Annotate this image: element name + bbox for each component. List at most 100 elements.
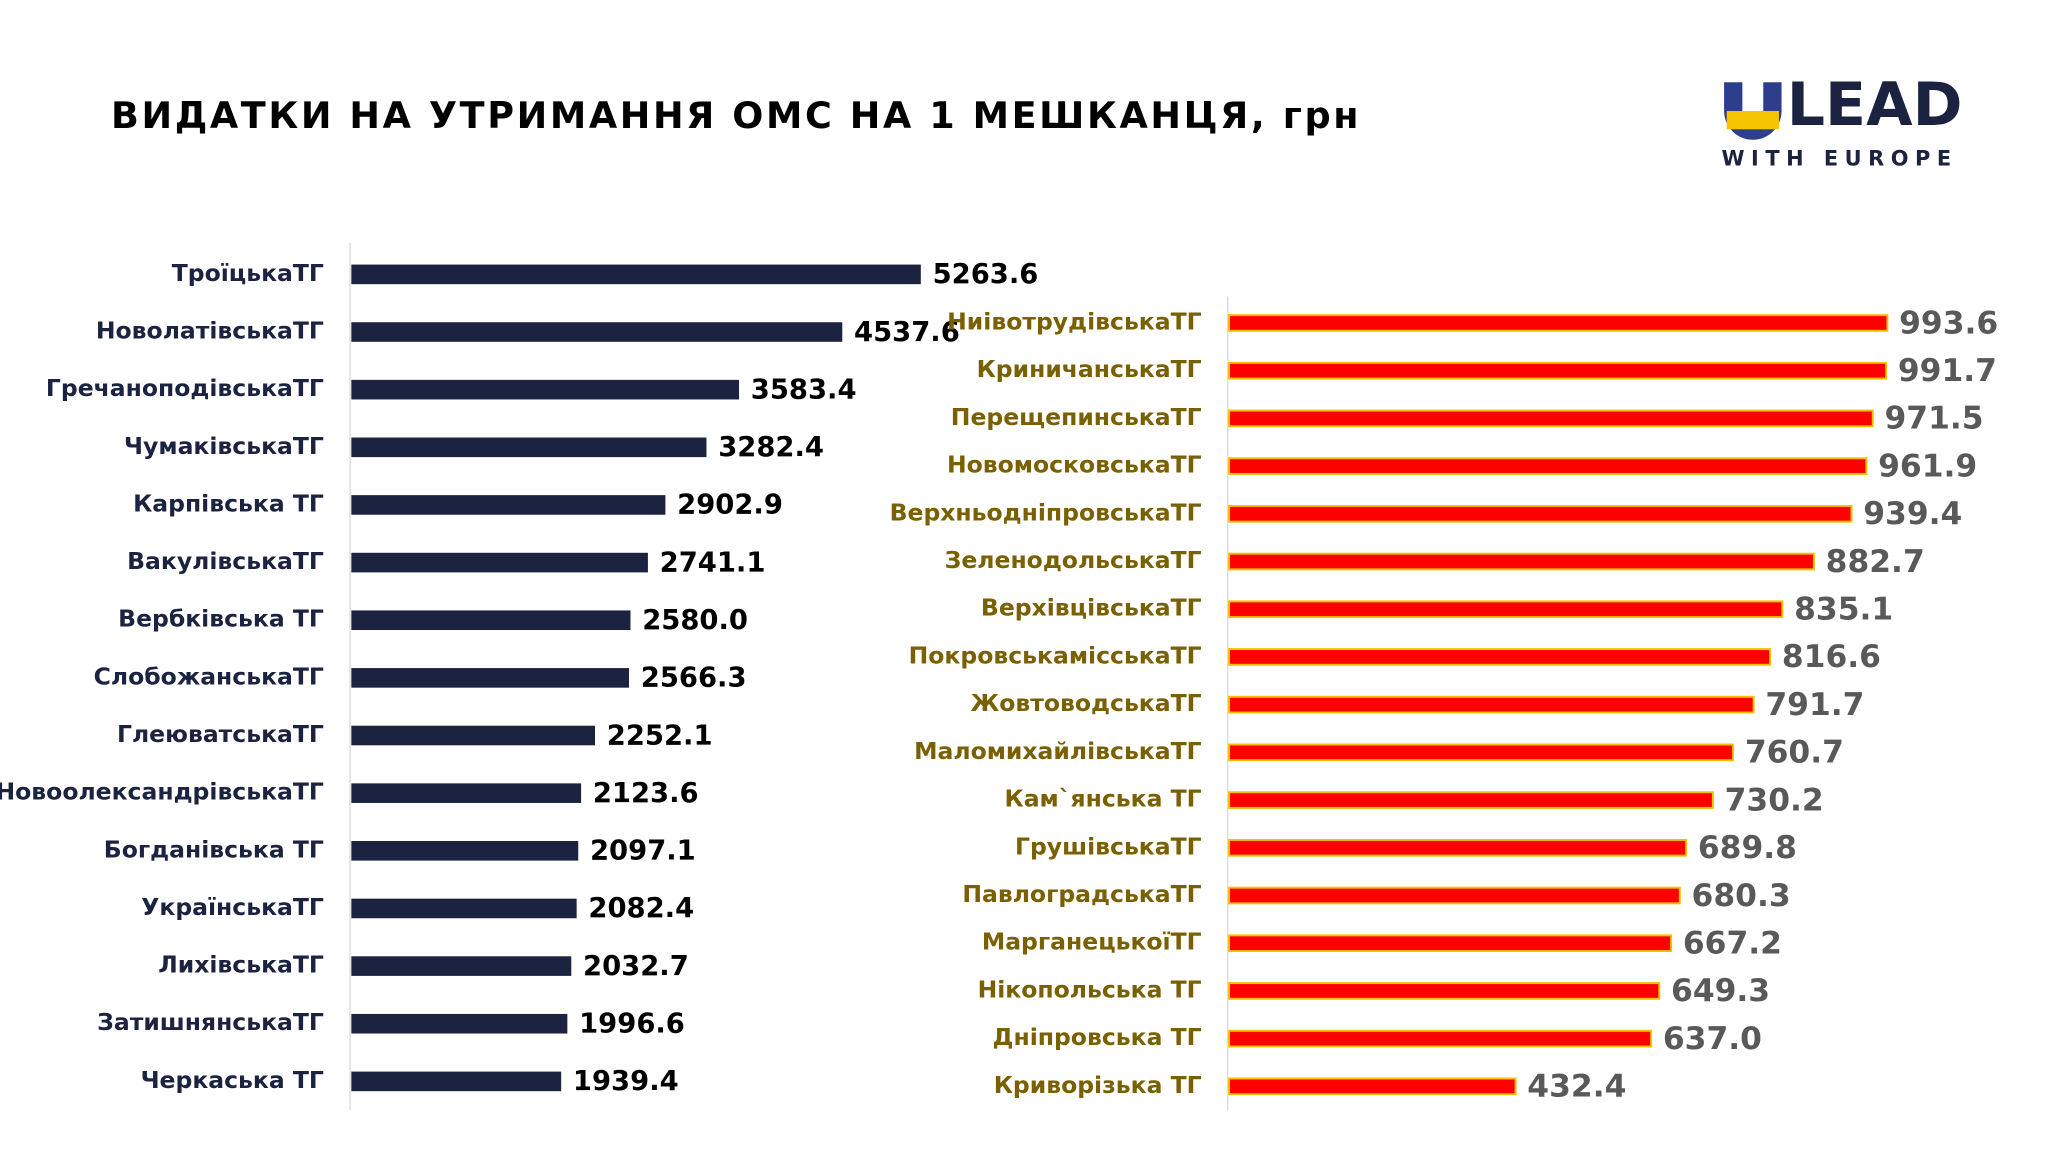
category-label: ЧумаківськаТГ [124, 432, 324, 460]
category-label: ПерещепинськаТГ [951, 403, 1202, 431]
category-label: Карпівська ТГ [133, 489, 324, 517]
bar [1228, 600, 1784, 619]
category-label: НовоолександрівськаТГ [0, 778, 324, 806]
value-label: 1996.6 [579, 1009, 685, 1040]
category-label: УкраїнськаТГ [141, 893, 324, 921]
value-label: 3583.4 [751, 374, 857, 405]
value-label: 2580.0 [642, 605, 748, 636]
category-label: Кам`янська ТГ [1004, 785, 1201, 813]
value-label: 4537.6 [854, 317, 960, 348]
category-label: ЗатишнянськаТГ [97, 1008, 324, 1036]
value-label: 971.5 [1884, 401, 1983, 437]
value-label: 991.7 [1898, 353, 1997, 389]
bar [1228, 457, 1868, 475]
bar [1228, 314, 1889, 332]
category-label: ЛихівськаТГ [158, 951, 324, 979]
bar [1228, 838, 1688, 857]
bar [1228, 361, 1888, 380]
value-label: 2097.1 [590, 836, 696, 867]
bar [1228, 504, 1853, 523]
value-label: 961.9 [1878, 448, 1977, 484]
category-label: ПавлоградськаТГ [962, 880, 1201, 908]
value-label: 993.6 [1899, 305, 1998, 341]
value-label: 649.3 [1671, 973, 1770, 1009]
title: ВИДАТКИ НА УТРИМАННЯ ОМС НА 1 МЕШКАНЦЯ, … [111, 94, 1361, 137]
bar [1228, 552, 1815, 571]
category-label: Криворізька ТГ [994, 1071, 1202, 1099]
category-label: НиівотрудівськаТГ [947, 307, 1201, 335]
bar [1228, 743, 1735, 762]
category-label: Дніпровська ТГ [993, 1023, 1202, 1051]
bar [351, 668, 629, 688]
category-label: МарганецькоїТГ [982, 928, 1202, 956]
logo-subtitle: WITH EUROPE [1721, 146, 1957, 170]
category-label: МаломихайлівськаТГ [914, 737, 1202, 765]
value-label: 882.7 [1826, 544, 1925, 580]
bar [1228, 1029, 1653, 1048]
bar [1228, 886, 1681, 905]
category-label: ПокровськамісськаТГ [909, 641, 1202, 669]
value-label: 667.2 [1683, 926, 1782, 962]
bar [351, 264, 921, 285]
category-label: Черкаська ТГ [141, 1066, 324, 1094]
bar [351, 841, 579, 861]
category-label: ТроїцькаТГ [172, 259, 324, 287]
bar [351, 783, 582, 803]
logo: LEAD WITH EUROPE [1721, 70, 1962, 170]
logo-text: LEAD [1787, 70, 1963, 140]
bar [351, 322, 843, 342]
value-label: 2252.1 [607, 720, 713, 751]
value-label: 760.7 [1745, 735, 1844, 771]
value-label: 835.1 [1794, 592, 1893, 628]
value-label: 791.7 [1765, 687, 1864, 723]
value-label: 2123.6 [593, 778, 699, 809]
bar [351, 437, 707, 458]
bar [351, 552, 648, 573]
category-label: ВерхньодніпровськаТГ [890, 498, 1202, 526]
bar [351, 725, 596, 746]
category-label: Вербківська ТГ [118, 605, 324, 633]
value-label: 1939.4 [573, 1066, 679, 1097]
bar [351, 610, 631, 631]
value-label: 5263.6 [933, 259, 1039, 290]
bar [1228, 791, 1714, 809]
bar [351, 1071, 562, 1092]
value-label: 730.2 [1725, 782, 1824, 818]
value-label: 680.3 [1692, 878, 1791, 914]
bar [1228, 982, 1661, 1000]
category-label: ВакулівськаТГ [127, 547, 324, 575]
category-label: СлобожанськаТГ [94, 662, 324, 690]
bar [351, 956, 572, 976]
bar [1228, 409, 1874, 428]
value-label: 939.4 [1863, 496, 1962, 532]
category-label: ЗеленодольськаТГ [945, 546, 1202, 574]
category-label: Нікопольська ТГ [978, 975, 1202, 1003]
category-label: ГречаноподівськаТГ [46, 374, 324, 402]
value-label: 2566.3 [641, 663, 747, 694]
bar [1228, 648, 1772, 666]
value-label: 3282.4 [718, 432, 824, 463]
category-label: ГрушівськаТГ [1015, 832, 1202, 860]
value-label: 816.6 [1782, 639, 1881, 675]
category-label: НовомосковськаТГ [947, 451, 1202, 479]
category-label: ВерхівцівськаТГ [981, 594, 1202, 622]
value-label: 432.4 [1527, 1069, 1626, 1105]
bar [1228, 695, 1755, 714]
value-label: 2902.9 [677, 490, 783, 521]
category-label: ГлеюватськаТГ [117, 720, 324, 748]
value-label: 637.0 [1663, 1021, 1762, 1057]
value-label: 689.8 [1698, 830, 1797, 866]
bar [351, 495, 666, 515]
bar [351, 1013, 568, 1034]
value-label: 2032.7 [583, 951, 689, 982]
bar [1228, 1077, 1517, 1096]
bar [1228, 934, 1673, 953]
value-label: 2082.4 [588, 893, 694, 924]
category-label: НоволатівськаТГ [96, 317, 324, 345]
category-label: КриничанськаТГ [977, 355, 1202, 383]
bar [351, 898, 577, 919]
category-label: ЖовтоводськаТГ [970, 689, 1201, 717]
